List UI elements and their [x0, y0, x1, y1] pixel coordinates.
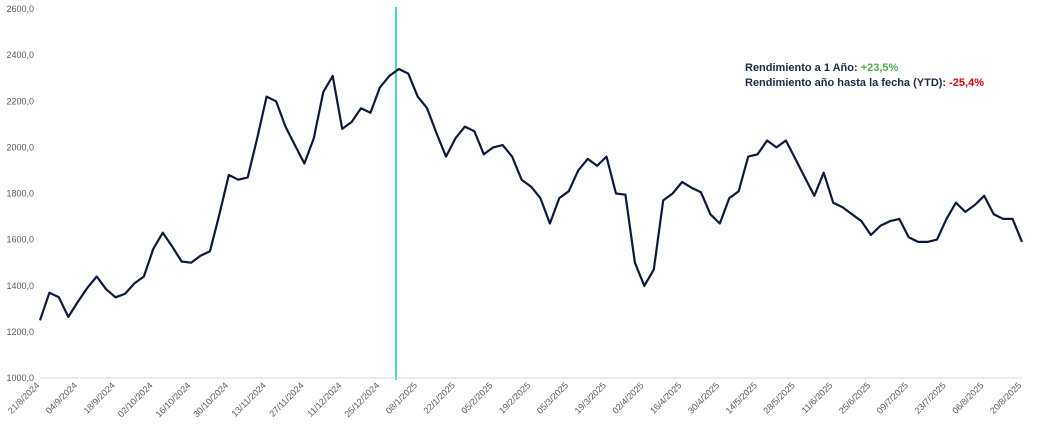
annotation-label: Rendimiento a 1 Año:: [745, 62, 861, 74]
y-tick-label: 2600,0: [6, 4, 34, 14]
x-tick-label: 21/8/2024: [6, 380, 41, 415]
annotation: Rendimiento año hasta la fecha (YTD): -2…: [745, 77, 984, 89]
x-tick-label: 18/9/2024: [82, 380, 117, 415]
y-tick-label: 1000,0: [6, 373, 34, 383]
x-tick-label: 20/8/2025: [988, 380, 1023, 415]
x-tick-label: 11/12/2024: [305, 380, 343, 418]
x-tick-label: 02/4/2025: [610, 380, 645, 415]
x-tick-label: 30/4/2025: [686, 380, 721, 415]
annotation-value: +23,5%: [861, 62, 899, 74]
x-tick-label: 16/10/2024: [154, 380, 193, 419]
x-tick-label: 09/7/2025: [875, 380, 910, 415]
x-tick-label: 25/12/2024: [342, 380, 381, 419]
x-tick-label: 05/2/2025: [459, 380, 494, 415]
x-tick-label: 19/2/2025: [497, 380, 532, 415]
x-tick-label: 02/10/2024: [116, 380, 155, 419]
x-tick-label: 23/7/2025: [912, 380, 947, 415]
y-tick-label: 1800,0: [6, 189, 34, 199]
y-tick-label: 2200,0: [6, 96, 34, 106]
x-tick-label: 04/9/2024: [44, 380, 79, 415]
x-tick-label: 22/1/2025: [421, 380, 456, 415]
y-tick-label: 2400,0: [6, 50, 34, 60]
price-line: [38, 67, 1024, 321]
x-tick-label: 16/4/2025: [648, 380, 683, 415]
x-tick-label: 25/6/2025: [837, 380, 872, 415]
y-tick-label: 2000,0: [6, 142, 34, 152]
x-tick-label: 13/11/2024: [230, 380, 268, 418]
x-tick-label: 11/6/2025: [800, 380, 835, 415]
x-tick-label: 27/11/2024: [267, 380, 305, 418]
y-tick-label: 1600,0: [6, 235, 34, 245]
x-tick-label: 05/3/2025: [535, 380, 570, 415]
y-tick-label: 1400,0: [6, 281, 34, 291]
x-tick-label: 28/5/2025: [761, 380, 796, 415]
annotation-label: Rendimiento año hasta la fecha (YTD):: [745, 77, 949, 89]
annotation: Rendimiento a 1 Año: +23,5%: [745, 62, 899, 74]
x-tick-label: 14/5/2025: [724, 380, 759, 415]
y-tick-label: 1200,0: [6, 327, 34, 337]
x-tick-label: 19/3/2025: [573, 380, 608, 415]
annotation-value: -25,4%: [949, 77, 984, 89]
x-tick-label: 06/8/2025: [950, 380, 985, 415]
x-tick-label: 30/10/2024: [191, 380, 230, 419]
x-tick-label: 08/1/2025: [384, 380, 419, 415]
